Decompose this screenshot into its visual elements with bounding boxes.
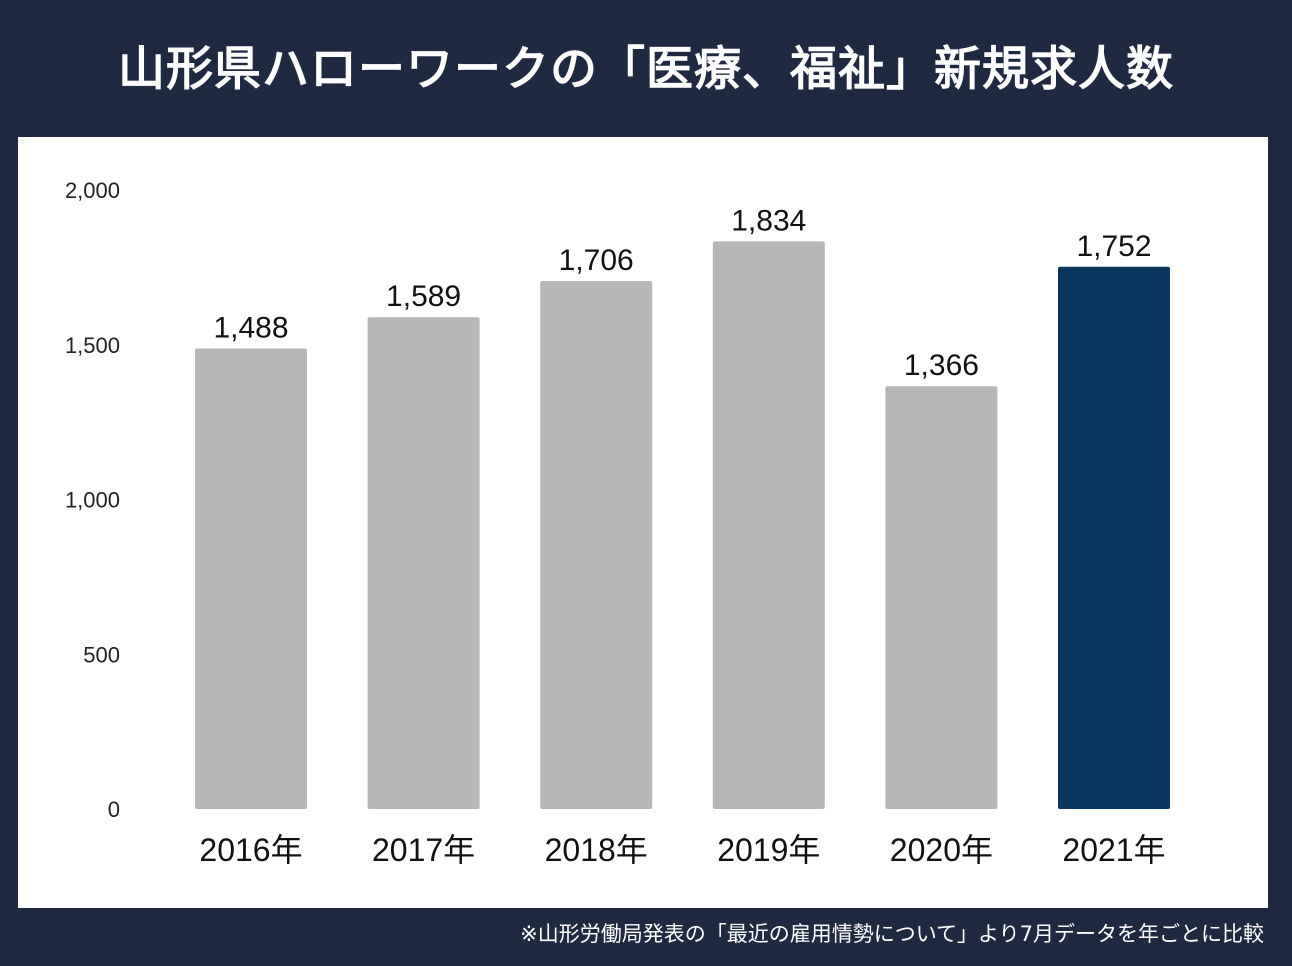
data-label: 1,488 [213, 311, 288, 344]
y-tick-label: 0 [108, 797, 120, 822]
data-label: 1,366 [904, 349, 979, 382]
x-tick-label: 2021年 [1062, 832, 1165, 868]
bar [885, 386, 998, 809]
bar [367, 317, 480, 809]
bar [195, 348, 307, 809]
x-tick-label: 2020年 [890, 832, 993, 868]
x-tick-label: 2017年 [372, 832, 475, 868]
x-tick-label: 2018年 [545, 832, 648, 868]
bar [712, 241, 825, 809]
data-label: 1,589 [386, 280, 461, 313]
x-tick-label: 2016年 [199, 832, 302, 868]
source-note: ※山形労働局発表の「最近の雇用情勢について」より7月データを年ごとに比較 [520, 922, 1264, 946]
data-label: 1,834 [731, 204, 806, 237]
bar [1058, 266, 1170, 810]
data-label: 1,752 [1076, 230, 1151, 263]
bar [540, 280, 653, 809]
y-tick-label: 500 [83, 642, 120, 667]
y-tick-label: 2,000 [65, 178, 120, 203]
chart-title: 山形県ハローワークの「医療、福祉」新規求人数 [118, 42, 1174, 97]
data-label: 1,706 [559, 244, 634, 277]
y-tick-label: 1,000 [65, 488, 120, 513]
x-tick-label: 2019年 [717, 832, 820, 868]
y-tick-label: 1,500 [65, 333, 120, 358]
